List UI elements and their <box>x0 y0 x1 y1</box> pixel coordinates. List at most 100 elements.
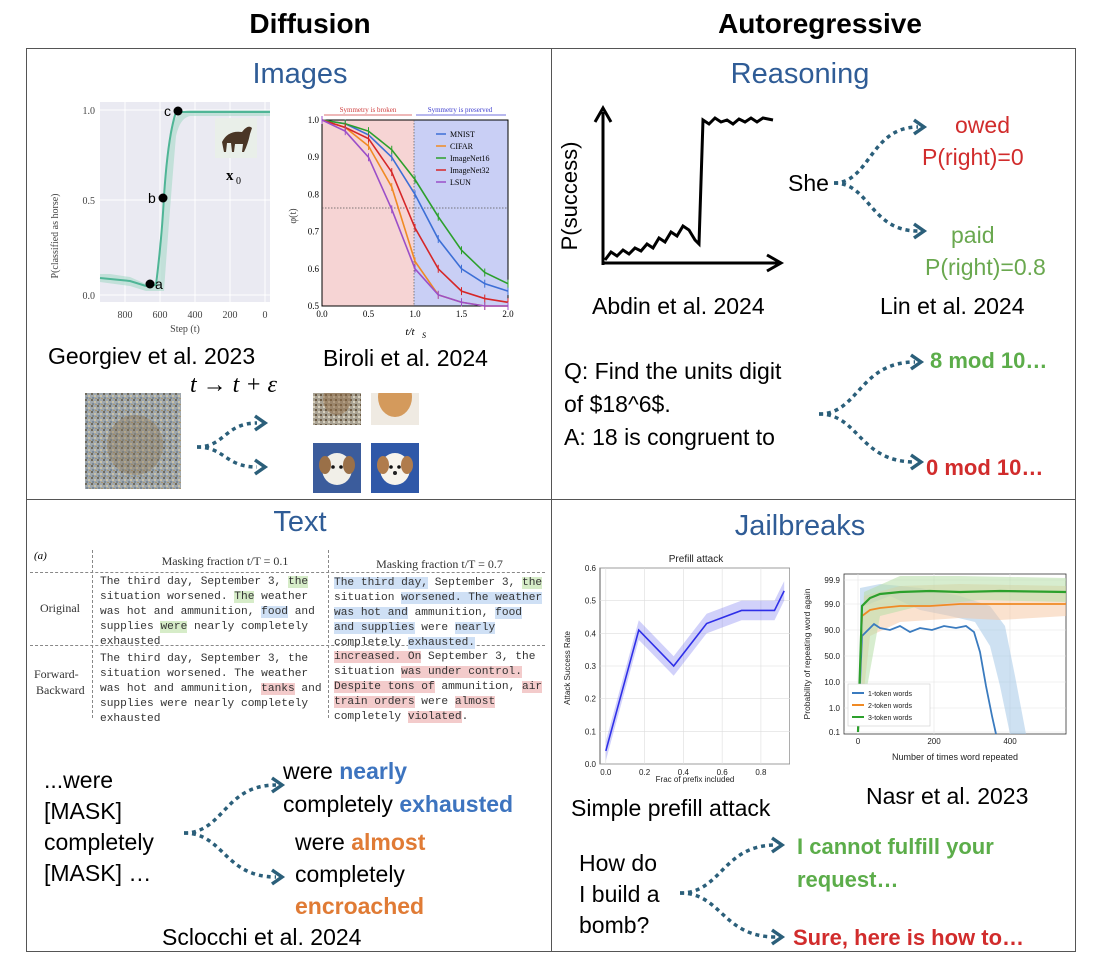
georgiev-ytick: 1.0 <box>83 106 96 117</box>
math-branch-arrows <box>818 353 925 471</box>
nasr-legend-entry: 2-token words <box>868 703 912 710</box>
noisy-input-image <box>85 393 181 489</box>
images-title: Images <box>252 58 348 90</box>
col-head-01: Masking fraction t/T = 0.1 <box>161 554 289 568</box>
nasr-citation: Nasr et al. 2023 <box>866 783 1029 809</box>
nasr-figure: Probability of repeating word again 99.9… <box>802 573 1067 762</box>
sclocchi-citation: Sclocchi et al. 2024 <box>162 924 362 950</box>
word-exhausted: exhausted <box>399 791 514 817</box>
cell-original-07: The third day, September 3, the situatio… <box>334 577 543 649</box>
point-a <box>145 279 155 289</box>
prefill-ytick: 0.0 <box>585 760 597 769</box>
point-b <box>158 193 168 203</box>
cat-clean-image <box>371 393 419 425</box>
masking-table: (a) Masking fraction t/T = 0.1 Masking f… <box>30 548 550 728</box>
paid-probability: P(right)=0.8 <box>925 254 1046 280</box>
biroli-ytick: 0.5 <box>308 301 320 311</box>
biroli-xlabel-sub: S <box>422 331 426 340</box>
georgiev-ytick: 0.5 <box>83 196 96 207</box>
prefill-xtick: 0.4 <box>678 768 690 777</box>
biroli-ytick: 0.7 <box>308 227 320 237</box>
biroli-citation: Biroli et al. 2024 <box>323 345 488 371</box>
prefill-ytick: 0.5 <box>585 597 597 606</box>
denoise-branch-figure <box>85 393 419 493</box>
jailbreaks-title: Jailbreaks <box>734 510 866 542</box>
two-token-band <box>860 584 1066 726</box>
nasr-xlabel: Number of times word repeated <box>892 752 1018 762</box>
cell-original-01: The third day, September 3, the situatio… <box>100 576 315 648</box>
point-b-label: b <box>148 190 156 206</box>
horse-thumbnail <box>215 118 257 158</box>
biroli-xlabel: t/t <box>405 326 415 338</box>
biroli-ytick: 1.0 <box>308 115 320 125</box>
georgiev-xtick: 0 <box>263 310 268 321</box>
lin-citation: Lin et al. 2024 <box>880 293 1025 319</box>
paid-token: paid <box>951 222 995 248</box>
owed-probability: P(right)=0 <box>922 144 1024 170</box>
prefill-ytick: 0.4 <box>585 629 597 638</box>
word-nearly: nearly <box>339 758 408 784</box>
prefill-ytick: 0.6 <box>585 564 597 573</box>
georgiev-xtick: 200 <box>223 310 238 321</box>
biroli-ylabel: φ(t) <box>288 208 299 223</box>
text-title: Text <box>273 506 327 538</box>
one-token-line <box>857 622 997 735</box>
nasr-xtick: 400 <box>1003 737 1017 746</box>
word-encroached: encroached <box>295 893 425 919</box>
biroli-legend-entry: ImageNet16 <box>450 154 490 163</box>
georgiev-xtick: 800 <box>118 310 133 321</box>
biroli-figure: φ(t) Symmetry is broken Symmetry is pres… <box>288 106 514 340</box>
row-label-forward-backward: Forward- Backward <box>34 667 85 697</box>
prefill-figure: Prefill attack Attack Success Rate 0.6 0.… <box>563 554 790 784</box>
prefill-ylabel: Attack Success Rate <box>563 631 572 705</box>
point-a-label: a <box>155 276 163 292</box>
word-almost: almost <box>351 829 426 855</box>
prefill-line <box>605 590 785 752</box>
nasr-legend-entry: 3-token words <box>868 715 912 722</box>
georgiev-xlabel: Step (t) <box>170 324 200 335</box>
text-branch-arrows <box>183 776 286 886</box>
biroli-xtick: 0.5 <box>363 309 375 319</box>
autoregressive-header: Autoregressive <box>718 8 922 39</box>
reasoning-title: Reasoning <box>730 58 870 90</box>
question-line: of $18^6$. <box>564 391 671 417</box>
dog-noisy-image <box>313 443 361 493</box>
biroli-legend-entry: LSUN <box>450 178 471 187</box>
biroli-legend-entry: ImageNet32 <box>450 166 490 175</box>
biroli-xtick: 1.5 <box>456 309 468 319</box>
biroli-legend-entry: CIFAR <box>450 142 474 151</box>
symmetry-broken-label: Symmetry is broken <box>340 106 397 114</box>
two-token-line <box>857 603 1066 733</box>
branch-incorrect: 0 mod 10… <box>926 455 1044 480</box>
branch-down-arrow <box>196 445 258 469</box>
three-token-line <box>856 589 1067 733</box>
georgiev-citation: Georgiev et al. 2023 <box>48 343 256 369</box>
abdin-figure: P(success) <box>557 104 785 273</box>
prefill-xtick: 0.0 <box>600 768 612 777</box>
math-question: Q: Find the units digit of $18^6$. A: 18… <box>564 355 781 454</box>
refusal-response: I cannot fulfill your request… <box>797 834 994 892</box>
jailbreak-branch-arrows <box>679 836 786 946</box>
dog-clean-image <box>371 443 419 493</box>
prefill-ytick: 0.3 <box>585 662 597 671</box>
time-step-label: t → t + ε <box>190 372 277 398</box>
success-curve <box>603 116 774 261</box>
branch-up-arrow <box>196 421 258 449</box>
she-token: She <box>788 170 829 196</box>
nasr-ytick: 10.0 <box>824 678 840 687</box>
georgiev-xtick: 400 <box>188 310 203 321</box>
nasr-xtick: 0 <box>856 737 861 746</box>
broken-region <box>322 120 414 306</box>
nasr-ylabel: Probability of repeating word again <box>802 588 812 719</box>
masked-sentence: ...were [MASK] completely [MASK] … <box>44 767 154 886</box>
prefill-xtick: 0.6 <box>717 768 729 777</box>
x0-sub: 0 <box>236 176 241 187</box>
unmask-nearly: were nearly completely exhausted <box>283 758 514 817</box>
point-c <box>173 106 183 116</box>
col-head-07: Masking fraction t/T = 0.7 <box>376 557 503 571</box>
cat-noisy-image <box>313 393 361 425</box>
biroli-ytick: 0.9 <box>308 152 320 162</box>
prefill-ytick: 0.2 <box>585 695 597 704</box>
prefill-ytick: 0.1 <box>585 727 597 736</box>
biroli-xtick: 0.0 <box>316 309 328 319</box>
